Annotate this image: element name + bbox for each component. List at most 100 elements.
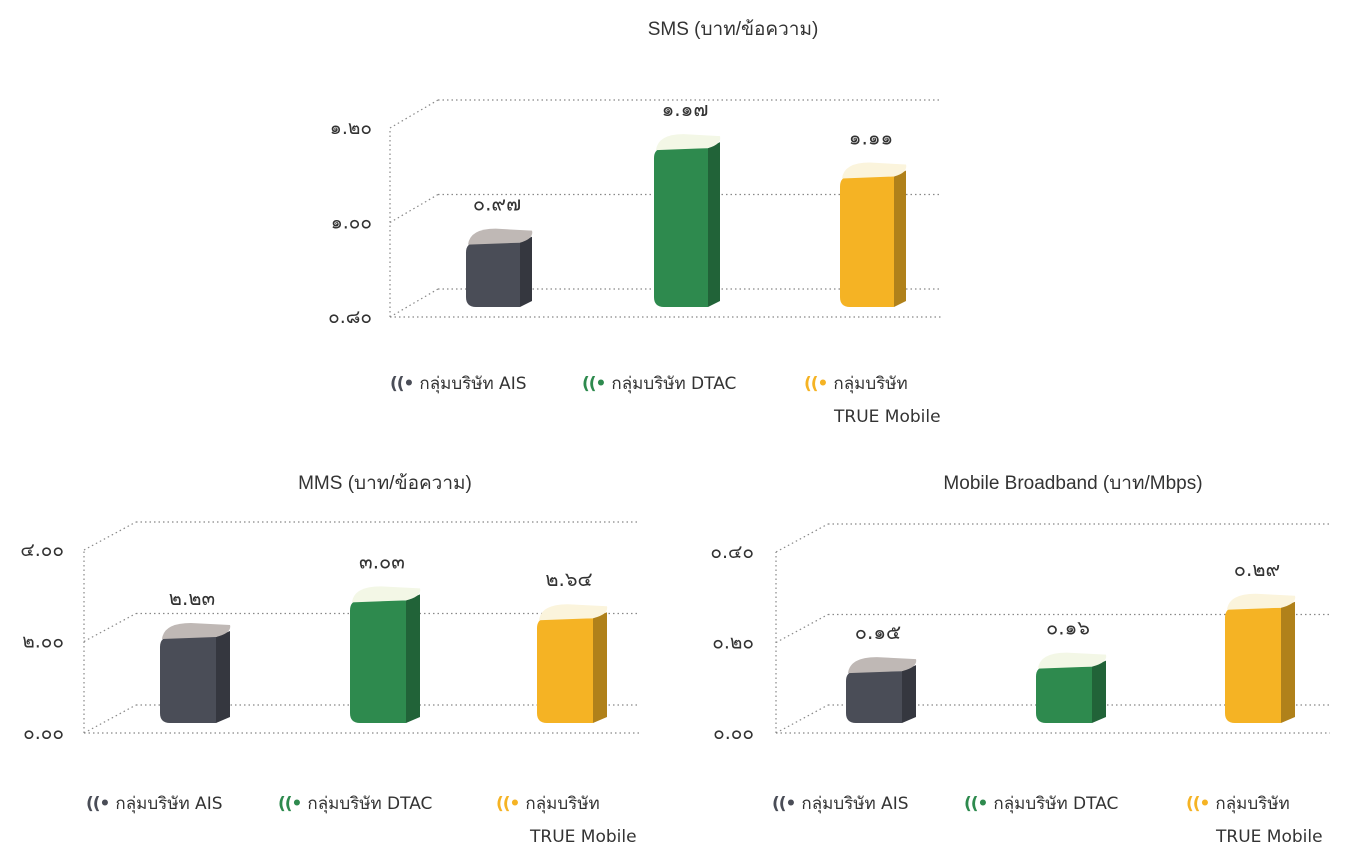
bar-side [593,612,607,723]
mms-chart: MMS (บาท/ข้อความ) ๐.๐๐ ๒.๐๐ ๔.๐๐๒.๒๓ ๓.๐๓๒.… [0,440,680,849]
mms-chart-plot: ๐.๐๐ ๒.๐๐ ๔.๐๐๒.๒๓ ๓.๐๓๒.๖๔ [20,521,640,744]
broadband-chart-title: Mobile Broadband (บาท/Mbps) [943,473,1203,494]
bar: ๐.๒๙ [1225,557,1296,723]
legend-item-ais: ((• กลุ่มบริษัท AIS [772,790,909,817]
signal-icon: ((• [1186,794,1210,814]
bar-cap [656,134,721,151]
bar-value-label: ๓.๐๓ [359,549,405,573]
legend-item-true: ((• กลุ่มบริษัท TRUE Mobile [496,790,637,847]
sms-legend: ((• กลุ่มบริษัท AIS ((• กลุ่มบริษัท DTAC (… [390,370,941,427]
signal-icon: ((• [278,794,302,814]
legend-label: กลุ่มบริษัท [833,374,908,394]
legend-item-ais: ((• กลุ่มบริษัท AIS [390,370,527,397]
bar: ๒.๒๓ [160,586,231,723]
legend-item-true: ((• กลุ่มบริษัท TRUE Mobile [804,370,941,427]
depth-gridline [83,521,137,551]
legend-label-line2: TRUE Mobile [834,407,941,427]
signal-icon: ((• [582,374,606,394]
y-tick-label: ๔.๐๐ [20,539,64,561]
legend-item-dtac: ((• กลุ่มบริษัท DTAC [964,790,1118,817]
bar: ๑.๑๑ [840,126,907,307]
bar-cap [539,604,608,621]
signal-icon: ((• [964,794,988,814]
sms-chart: SMS (บาท/ข้อความ) ๐.๘๐ ๑.๐๐ ๑.๒๐๐.๙๗ ๑.๑๗๑.… [328,19,942,427]
legend-label-line2: TRUE Mobile [1216,827,1323,847]
broadband-chart: Mobile Broadband (บาท/Mbps) ๐.๐๐ ๐.๒๐ ๐.๔๐… [680,440,1356,849]
signal-icon: ((• [390,374,414,394]
signal-icon: ((• [496,794,520,814]
sms-chart-plot: ๐.๘๐ ๑.๐๐ ๑.๒๐๐.๙๗ ๑.๑๗๑.๑๑ [328,97,942,328]
bar-value-label: ๐.๙๗ [473,192,521,216]
bar-front [1225,607,1281,723]
bar-value-label: ๒.๖๔ [545,567,592,591]
bar-value-label: ๐.๒๙ [1234,557,1280,581]
y-tick-label: ๒.๐๐ [22,631,64,653]
signal-icon: ((• [804,374,828,394]
bar-front [1036,666,1092,723]
depth-gridline [83,704,137,734]
bar-value-label: ๐.๑๖ [1046,616,1090,640]
bar: ๐.๑๕ [846,620,917,723]
y-tick-label: ๐.๐๐ [23,722,64,744]
bar-front [350,600,406,723]
broadband-chart-plot: ๐.๐๐ ๐.๒๐ ๐.๔๐๐.๑๕ ๐.๑๖ ๐.๒๙ [710,523,1330,744]
bar-cap [352,586,421,603]
bar-front [846,671,902,723]
legend-item-dtac: ((• กลุ่มบริษัท DTAC [582,370,736,397]
depth-gridline [83,612,137,643]
sms-chart-title: SMS (บาท/ข้อความ) [647,19,819,40]
bar: ๑.๑๗ [654,97,721,307]
bar: ๓.๐๓ [350,549,421,723]
bar-side [902,665,916,723]
bar-cap [1038,652,1107,669]
y-tick-label: ๑.๒๐ [330,117,372,139]
bar-cap [162,622,231,639]
bar-front [160,636,216,723]
bar-side [1281,601,1295,723]
bar-side [520,236,532,307]
bar-front [466,242,520,307]
legend-label: กลุ่มบริษัท AIS [801,794,909,814]
depth-gridline [389,288,439,318]
bar-side [406,594,420,723]
y-tick-label: ๐.๘๐ [328,306,372,328]
bar: ๐.๙๗ [466,192,533,307]
legend-item-dtac: ((• กลุ่มบริษัท DTAC [278,790,432,817]
broadband-legend: ((• กลุ่มบริษัท AIS ((• กลุ่มบริษัท DTAC (… [680,440,1356,849]
bar-side [708,142,720,307]
legend-label: กลุ่มบริษัท [525,794,600,814]
bar-front [840,176,894,307]
depth-gridline [775,704,829,734]
legend-label: กลุ่มบริษัท DTAC [611,374,737,394]
bar-value-label: ๑.๑๑ [849,126,893,150]
bar-side [216,630,230,723]
gridlines [775,523,1330,734]
signal-icon: ((• [772,794,796,814]
depth-gridline [775,523,829,553]
bar-cap [468,228,533,245]
depth-gridline [775,613,829,644]
bar-cap [1227,593,1296,610]
bar-cap [842,162,907,179]
y-tick-label: ๐.๒๐ [712,632,754,654]
y-tick-label: ๑.๐๐ [331,212,372,234]
bar-cap [848,657,917,674]
legend-label: กลุ่มบริษัท DTAC [307,794,433,814]
y-tick-label: ๐.๔๐ [710,541,754,563]
legend-item-true: ((• กลุ่มบริษัท TRUE Mobile [1186,790,1323,847]
legend-label: กลุ่มบริษัท AIS [115,794,223,814]
bar-value-label: ๐.๑๕ [855,620,901,644]
bar-value-label: ๑.๑๗ [662,97,709,121]
signal-icon: ((• [86,794,110,814]
depth-gridline [389,99,439,129]
mms-legend: ((• กลุ่มบริษัท AIS ((• กลุ่มบริษัท DTAC (… [0,440,680,849]
bar-front [537,618,593,723]
legend-label: กลุ่มบริษัท AIS [419,374,527,394]
legend-item-ais: ((• กลุ่มบริษัท AIS [86,790,223,817]
legend-label: กลุ่มบริษัท DTAC [993,794,1119,814]
mms-chart-title: MMS (บาท/ข้อความ) [298,473,472,494]
legend-label-line2: TRUE Mobile [530,827,637,847]
bar: ๒.๖๔ [537,567,608,723]
depth-gridline [389,193,439,224]
bar-value-label: ๒.๒๓ [169,586,215,610]
